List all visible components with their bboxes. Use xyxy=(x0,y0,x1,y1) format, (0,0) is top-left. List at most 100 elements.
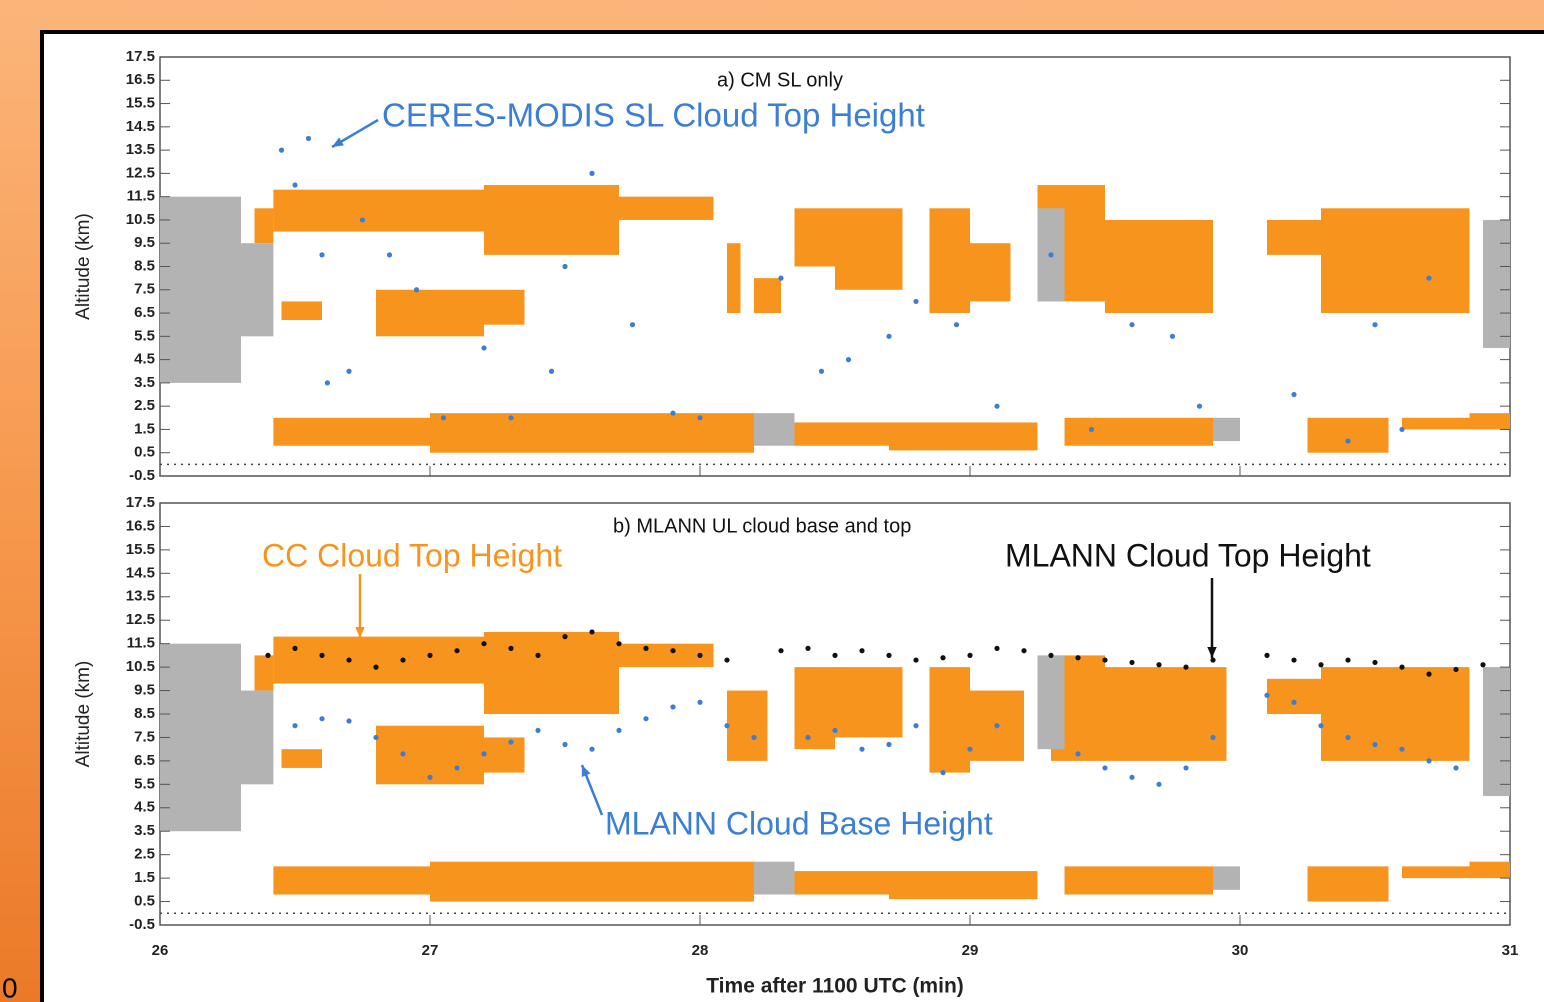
data-point xyxy=(562,264,567,269)
x-tick-label: 27 xyxy=(422,942,439,959)
data-point xyxy=(400,751,405,756)
data-point xyxy=(967,747,972,752)
cloud-block xyxy=(619,197,714,220)
data-point xyxy=(481,345,486,350)
data-point xyxy=(292,182,297,187)
y-tick-label: 15.5 xyxy=(126,541,155,558)
data-point xyxy=(441,415,446,420)
data-point xyxy=(589,747,594,752)
data-point xyxy=(1480,662,1485,667)
data-point xyxy=(832,653,837,658)
annotation: CERES-MODIS SL Cloud Top Height xyxy=(382,97,925,134)
data-point xyxy=(940,770,945,775)
data-point xyxy=(1089,427,1094,432)
data-point xyxy=(643,646,648,651)
data-point xyxy=(1399,665,1404,670)
data-point xyxy=(886,653,891,658)
cloud-block xyxy=(255,655,274,690)
data-point xyxy=(400,657,405,662)
data-point xyxy=(724,657,729,662)
y-tick-label: 4.5 xyxy=(134,351,155,368)
cloud-block xyxy=(1402,866,1470,878)
data-point xyxy=(1399,747,1404,752)
cloud-block xyxy=(1470,413,1511,429)
cloud-block xyxy=(1470,862,1511,878)
page: {"chart_data":[ {"type":"scatter","title… xyxy=(0,0,1544,1002)
cloud-block xyxy=(889,422,1038,450)
data-point xyxy=(1372,660,1377,665)
data-point xyxy=(319,653,324,658)
x-axis-label: Time after 1100 UTC (min) xyxy=(706,975,964,998)
cloud-block xyxy=(282,749,323,768)
y-tick-label: 16.5 xyxy=(126,517,155,534)
panel-title: a) CM SL only xyxy=(717,69,843,91)
data-point xyxy=(1453,765,1458,770)
cloud-block xyxy=(970,243,1011,301)
y-tick-label: 10.5 xyxy=(126,658,155,675)
cloud-block xyxy=(754,862,795,895)
data-point xyxy=(373,665,378,670)
data-point xyxy=(1048,653,1053,658)
data-point xyxy=(508,740,513,745)
y-tick-label: 0.5 xyxy=(134,444,155,461)
data-point xyxy=(481,751,486,756)
cloud-block xyxy=(273,418,430,446)
cloud-block xyxy=(1308,866,1389,901)
cloud-block xyxy=(484,632,619,714)
cloud-block xyxy=(727,691,768,761)
cloud-block xyxy=(430,862,754,902)
y-tick-label: 5.5 xyxy=(134,327,155,344)
y-tick-label: 2.5 xyxy=(134,846,155,863)
y-axis-label: Altitude (km) xyxy=(73,213,94,320)
data-point xyxy=(805,735,810,740)
data-point xyxy=(1156,662,1161,667)
data-point xyxy=(1075,751,1080,756)
panel-title: b) MLANN UL cloud base and top xyxy=(613,515,911,537)
y-tick-label: 3.5 xyxy=(134,822,155,839)
y-tick-label: 1.5 xyxy=(134,869,155,886)
cloud-block xyxy=(241,243,273,336)
y-tick-label: 16.5 xyxy=(126,71,155,88)
cloud-block xyxy=(1213,866,1240,889)
y-tick-label: 13.5 xyxy=(126,588,155,605)
data-point xyxy=(454,765,459,770)
data-point xyxy=(697,415,702,420)
data-point xyxy=(1291,392,1296,397)
y-tick-label: 1.5 xyxy=(134,420,155,437)
y-tick-label: 3.5 xyxy=(134,374,155,391)
data-point xyxy=(994,404,999,409)
data-point xyxy=(427,653,432,658)
x-tick-label: 29 xyxy=(962,942,979,959)
y-tick-label: 6.5 xyxy=(134,752,155,769)
data-point xyxy=(1264,653,1269,658)
data-point xyxy=(913,299,918,304)
data-point xyxy=(1291,700,1296,705)
data-point xyxy=(697,653,702,658)
cloud-block xyxy=(754,278,781,313)
data-point xyxy=(778,648,783,653)
data-point xyxy=(630,322,635,327)
data-point xyxy=(1156,782,1161,787)
y-tick-label: 9.5 xyxy=(134,234,155,251)
data-point xyxy=(1426,758,1431,763)
cloud-block xyxy=(1267,679,1321,714)
data-point xyxy=(454,648,459,653)
x-tick-label: 31 xyxy=(1502,942,1519,959)
cloud-block xyxy=(1402,418,1470,430)
cloud-block xyxy=(273,637,484,684)
data-point xyxy=(1318,723,1323,728)
data-point xyxy=(1129,660,1134,665)
cloud-block xyxy=(430,413,754,453)
data-point xyxy=(1102,765,1107,770)
data-point xyxy=(1129,322,1134,327)
y-tick-label: 6.5 xyxy=(134,304,155,321)
data-point xyxy=(1291,657,1296,662)
data-point xyxy=(1183,665,1188,670)
y-tick-label: 0.5 xyxy=(134,893,155,910)
data-point xyxy=(886,334,891,339)
data-point xyxy=(414,287,419,292)
data-point xyxy=(1345,657,1350,662)
data-point xyxy=(805,646,810,651)
y-tick-label: 8.5 xyxy=(134,705,155,722)
data-point xyxy=(1426,276,1431,281)
